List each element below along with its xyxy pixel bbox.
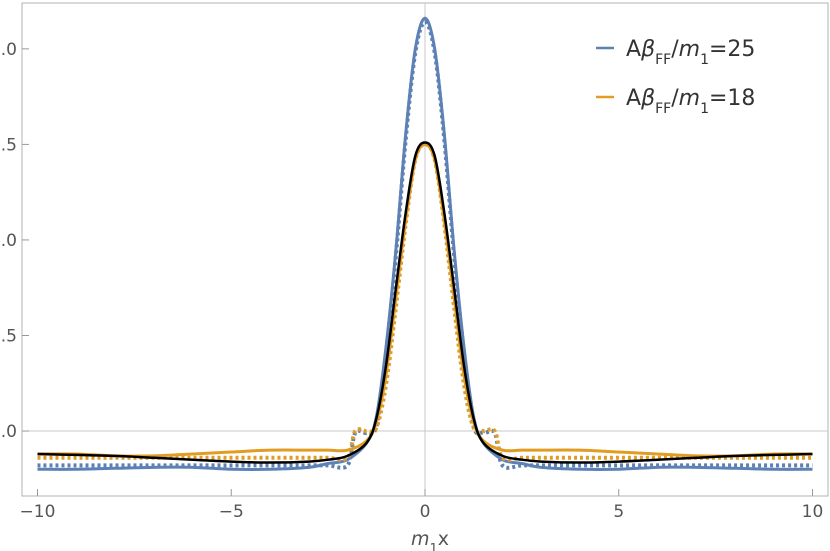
y-ticks: 0.0 0.5 1.0 1.5 2.0	[0, 40, 29, 442]
legend-item-25: AβFF/m1=25	[596, 37, 755, 68]
series-lines	[37, 16, 813, 471]
legend-label-18: AβFF/m1=18	[626, 86, 755, 117]
y-tick-label: 1.0	[0, 231, 17, 251]
series-line-2-solid	[37, 142, 813, 458]
x-ticks: −10 −5 0 5 10	[20, 489, 824, 522]
y-tick-label: 1.5	[0, 135, 17, 155]
series-line-4-solid	[37, 141, 813, 464]
x-tick-label: 0	[420, 502, 431, 522]
series-line-0-solid	[37, 16, 813, 471]
y-tick-label: 0.0	[0, 422, 17, 442]
y-tick-label: 2.0	[0, 40, 17, 60]
x-tick-label: 10	[802, 502, 824, 522]
legend-item-18: AβFF/m1=18	[596, 86, 755, 117]
x-tick-label: −5	[219, 502, 244, 522]
x-tick-label: −10	[20, 502, 56, 522]
legend-label-25: AβFF/m1=25	[626, 37, 755, 68]
legend: AβFF/m1=25 AβFF/m1=18	[596, 37, 755, 117]
series-line-1-dotted	[37, 20, 813, 470]
x-axis-title: m1x	[411, 528, 449, 551]
x-tick-label: 5	[613, 502, 624, 522]
y-tick-label: 0.5	[0, 326, 17, 346]
